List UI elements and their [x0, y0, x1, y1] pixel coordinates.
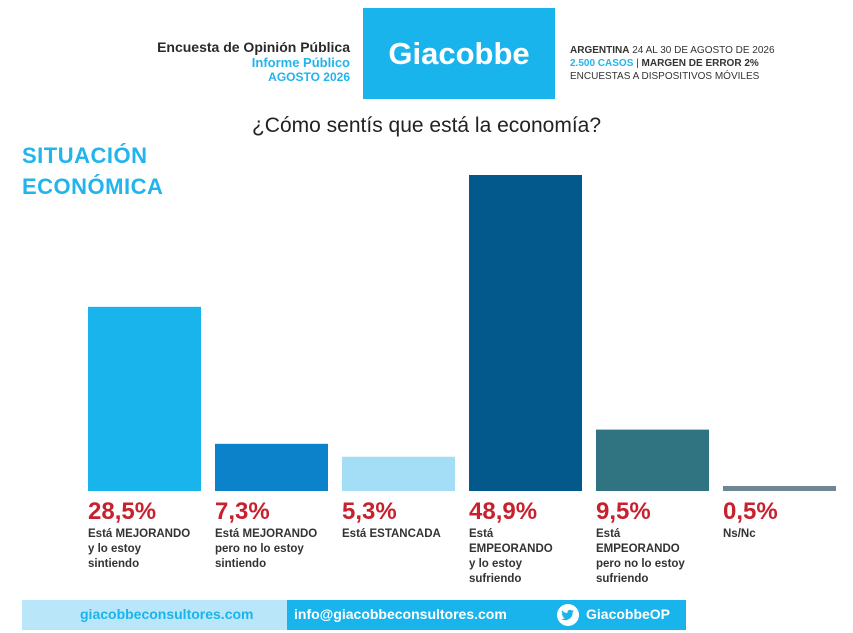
- margin-error: MARGEN DE ERROR 2%: [641, 58, 759, 69]
- category-label-line: EMPEORANDO: [469, 543, 553, 555]
- category-label-1: Está MEJORANDO y lo estoy sintiendo: [88, 527, 206, 572]
- category-label-line: sufriendo: [596, 573, 649, 585]
- footer-website-link[interactable]: giacobbeconsultores.com: [80, 606, 254, 622]
- header-methodology: ARGENTINA 24 AL 30 DE AGOSTO DE 2026 2.5…: [570, 44, 775, 83]
- report-type: Informe Público: [251, 55, 350, 70]
- chart-title: ¿Cómo sentís que está la economía?: [251, 114, 602, 137]
- category-label-6: Ns/Nc: [723, 527, 841, 542]
- category-label-line: EMPEORANDO: [596, 543, 680, 555]
- category-label-line: pero no lo estoy: [215, 543, 304, 555]
- category-label-line: y lo estoy: [88, 543, 142, 555]
- bar-6: [723, 486, 836, 491]
- cases: 2.500 CASOS: [570, 58, 634, 69]
- category-label-line: sintiendo: [88, 558, 140, 570]
- section-title-line2: ECONÓMICA: [22, 174, 164, 199]
- category-label-line: Está MEJORANDO: [88, 528, 191, 540]
- value-label-3: 5,3%: [342, 498, 397, 525]
- value-label-6: 0,5%: [723, 498, 778, 525]
- category-label-line: y lo estoy: [469, 558, 523, 570]
- method: ENCUESTAS A DISPOSITIVOS MÓVILES: [570, 71, 760, 82]
- giacobbe-logo: Giacobbe: [363, 8, 555, 99]
- header-survey-info: Encuesta de Opinión Pública Informe Públ…: [157, 40, 350, 85]
- bar-2: [215, 443, 328, 491]
- twitter-bird-icon: [557, 604, 579, 626]
- category-label-line: Ns/Nc: [723, 528, 756, 540]
- section-title-line1: SITUACIÓN: [22, 143, 148, 168]
- category-label-line: Está MEJORANDO: [215, 528, 318, 540]
- category-label-2: Está MEJORANDO pero no lo estoy sintiendo: [215, 527, 333, 572]
- category-label-3: Está ESTANCADA: [342, 527, 460, 542]
- footer-email-link[interactable]: info@giacobbeconsultores.com: [294, 606, 507, 622]
- separator: |: [636, 58, 639, 69]
- country: ARGENTINA: [570, 45, 630, 56]
- category-label-line: Está: [469, 528, 494, 540]
- category-label-line: pero no lo estoy: [596, 558, 685, 570]
- value-label-2: 7,3%: [215, 498, 270, 525]
- value-label-1: 28,5%: [88, 498, 157, 525]
- category-label-line: sintiendo: [215, 558, 267, 570]
- category-label-line: sufriendo: [469, 573, 522, 585]
- category-label-line: Está: [596, 528, 621, 540]
- footer-web-band: [22, 600, 287, 630]
- survey-dates: 24 AL 30 DE AGOSTO DE 2026: [632, 45, 775, 56]
- bar-1: [88, 306, 201, 491]
- category-label-4: Está EMPEORANDO y lo estoy sufriendo: [469, 527, 587, 587]
- value-label-5: 9,5%: [596, 498, 651, 525]
- category-label-line: Está ESTANCADA: [342, 528, 441, 540]
- bar-4: [469, 175, 582, 491]
- value-label-4: 48,9%: [469, 498, 538, 525]
- bar-5: [596, 429, 709, 491]
- footer-twitter-handle[interactable]: GiacobbeOP: [586, 606, 671, 622]
- footer: giacobbeconsultores.com info@giacobbecon…: [22, 600, 686, 630]
- bar-3: [342, 456, 455, 491]
- survey-title: Encuesta de Opinión Pública: [157, 39, 350, 55]
- category-label-5: Está EMPEORANDO pero no lo estoy sufriendo: [596, 527, 714, 587]
- section-title: SITUACIÓN ECONÓMICA: [22, 140, 163, 202]
- report-date: AGOSTO 2026: [268, 70, 350, 84]
